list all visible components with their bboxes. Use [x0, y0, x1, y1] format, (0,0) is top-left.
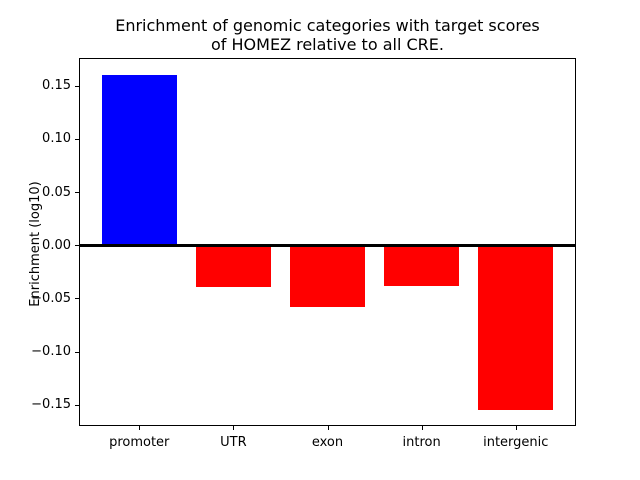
zero-line — [79, 243, 576, 247]
y-tick-label-0.10: 0.10 — [42, 131, 71, 147]
y-tick-label-−0.10: −0.10 — [31, 344, 71, 360]
y-tick-label-−0.05: −0.05 — [31, 290, 71, 306]
y-tick-−0.05 — [75, 298, 79, 300]
y-tick-0.05 — [75, 192, 79, 193]
y-tick-0.10 — [75, 138, 79, 140]
y-tick-label-−0.15: −0.15 — [31, 397, 71, 413]
x-tick-intron — [421, 426, 423, 430]
y-tick-label-0.15: 0.15 — [42, 78, 71, 94]
y-tick-0.00 — [75, 245, 79, 247]
chart-title: Enrichment of genomic categories with ta… — [79, 16, 576, 54]
y-tick-−0.10 — [75, 351, 79, 353]
x-tick-intergenic — [515, 426, 517, 430]
x-tick-label-intron: intron — [402, 435, 441, 450]
x-tick-label-promoter: promoter — [109, 435, 170, 450]
bar-UTR — [195, 245, 272, 287]
x-tick-label-exon: exon — [311, 435, 344, 450]
bar-intron — [383, 245, 460, 286]
x-tick-exon — [327, 426, 329, 430]
bar-exon — [289, 245, 366, 307]
x-tick-UTR — [233, 426, 235, 430]
y-tick-0.15 — [75, 85, 79, 87]
y-tick-−0.15 — [75, 404, 79, 406]
y-tick-label-0.05: 0.05 — [42, 184, 71, 200]
chart-title-line2: of HOMEZ relative to all CRE. — [211, 35, 444, 54]
y-tick-label-0.00: 0.00 — [42, 237, 71, 253]
x-tick-label-UTR: UTR — [220, 435, 247, 450]
x-tick-label-intergenic: intergenic — [483, 435, 549, 450]
bar-promoter — [101, 75, 177, 246]
x-tick-promoter — [139, 426, 141, 430]
bar-intergenic — [478, 245, 554, 411]
chart-title-line1: Enrichment of genomic categories with ta… — [115, 16, 540, 35]
